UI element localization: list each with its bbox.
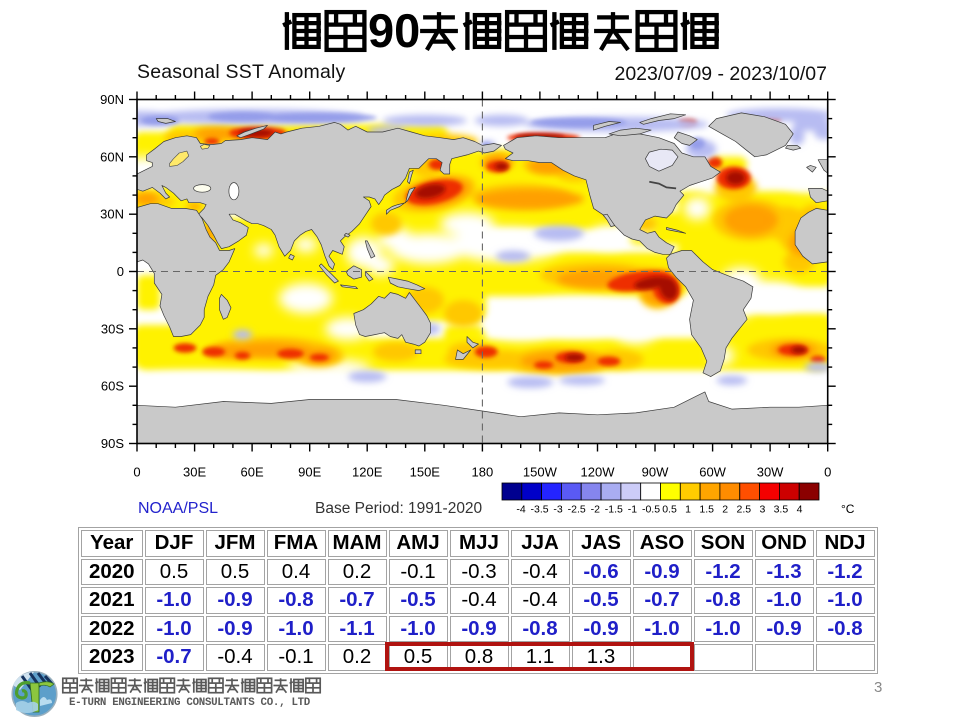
svg-text:90S: 90S	[101, 436, 124, 451]
svg-text:°C: °C	[841, 502, 855, 516]
svg-text:-3.5: -3.5	[531, 504, 549, 516]
svg-text:30E: 30E	[183, 465, 206, 480]
svg-text:30N: 30N	[100, 207, 124, 222]
svg-text:30W: 30W	[757, 465, 784, 480]
svg-text:30S: 30S	[101, 321, 124, 336]
svg-text:-4: -4	[516, 504, 525, 516]
svg-text:-1: -1	[628, 504, 637, 516]
svg-text:-3: -3	[553, 504, 562, 516]
svg-text:60E: 60E	[241, 465, 264, 480]
svg-text:2: 2	[722, 504, 728, 516]
svg-text:3: 3	[759, 504, 765, 516]
svg-text:0: 0	[824, 465, 831, 480]
svg-text:4: 4	[797, 504, 803, 516]
svg-text:3.5: 3.5	[774, 504, 789, 516]
svg-text:180: 180	[472, 465, 494, 480]
svg-text:150E: 150E	[410, 465, 441, 480]
svg-text:1: 1	[685, 504, 691, 516]
svg-text:60S: 60S	[101, 379, 124, 394]
svg-text:-2: -2	[591, 504, 600, 516]
svg-text:60W: 60W	[699, 465, 726, 480]
svg-text:60N: 60N	[100, 149, 124, 164]
svg-text:-2.5: -2.5	[568, 504, 586, 516]
svg-text:0: 0	[117, 264, 124, 279]
svg-text:90: 90	[368, 4, 420, 57]
svg-text:2.5: 2.5	[736, 504, 751, 516]
svg-text:-1.5: -1.5	[605, 504, 623, 516]
svg-text:150W: 150W	[523, 465, 558, 480]
svg-text:-0.5: -0.5	[642, 504, 660, 516]
svg-text:90N: 90N	[100, 92, 124, 107]
svg-text:0: 0	[133, 465, 140, 480]
svg-text:0.5: 0.5	[662, 504, 677, 516]
svg-text:1.5: 1.5	[699, 504, 714, 516]
svg-text:90W: 90W	[642, 465, 669, 480]
svg-text:120E: 120E	[352, 465, 383, 480]
svg-text:90E: 90E	[298, 465, 321, 480]
svg-text:120W: 120W	[581, 465, 616, 480]
